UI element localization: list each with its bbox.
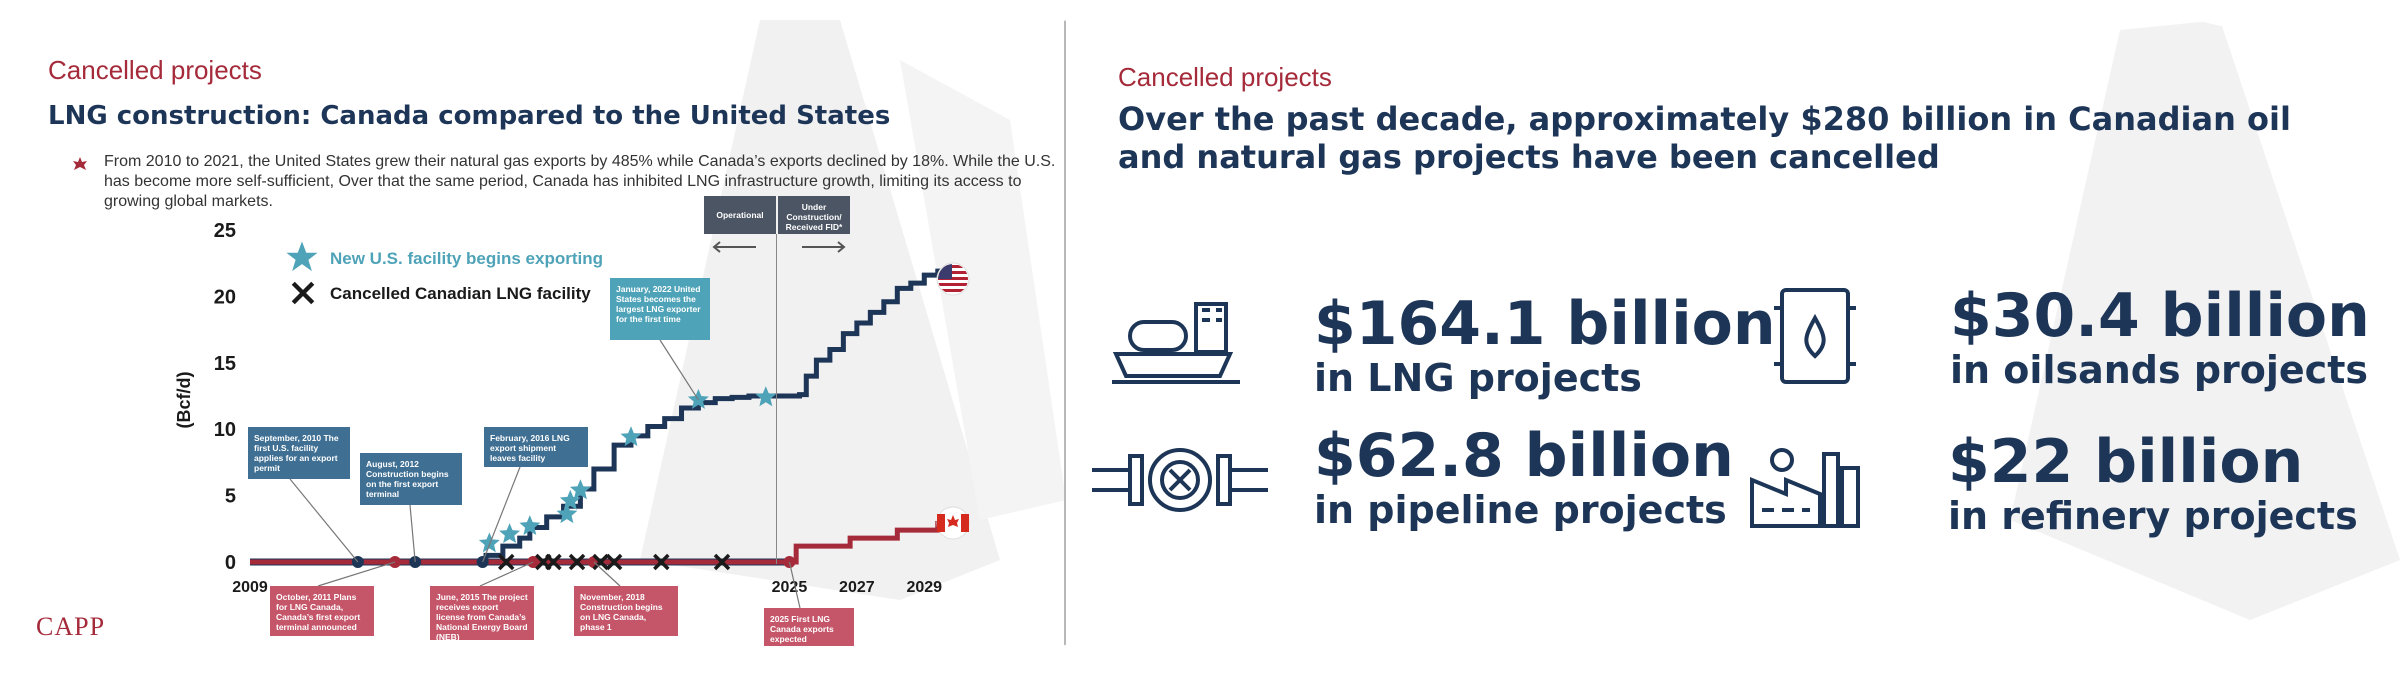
left-title: LNG construction: Canada compared to the… (48, 101, 891, 131)
us-export-line (250, 268, 954, 565)
callout-connector (593, 561, 621, 587)
phase-arrows-icon (712, 241, 846, 253)
construction-phase-box: Under Construction/ Received FID* (778, 196, 850, 234)
lng-ship-icon (1112, 302, 1240, 384)
stat-pipeline-value: $62.8 billion (1314, 421, 1734, 491)
lng-comparison-slide: Cancelled projects LNG construction: Can… (0, 0, 1066, 679)
y-axis-label: (Bcf/d) (174, 372, 194, 429)
oil-barrel-icon (1774, 288, 1856, 384)
phase-divider (776, 234, 777, 564)
right-eyebrow: Cancelled projects (1118, 62, 1332, 92)
operational-phase-box: Operational (704, 196, 776, 234)
callout-connector (659, 339, 699, 401)
y-tick-label: 0 (225, 552, 236, 574)
maple-leaf-bullet-icon (73, 157, 87, 170)
cancelled-facility-x (497, 553, 515, 571)
stat-lng: $164.1 billion in LNG projects (1314, 292, 1776, 400)
cancelled-facility-x (545, 553, 562, 571)
stat-lng-label: in LNG projects (1314, 356, 1642, 400)
y-tick-label: 15 (214, 353, 236, 375)
callout-connector (482, 466, 521, 563)
callout-nov-2018: November, 2018 Construction begins on LN… (574, 586, 678, 636)
us-facility-star (755, 386, 777, 407)
x-tick-label: 2025 (772, 579, 808, 596)
y-tick-label: 25 (214, 220, 236, 242)
x-tick-label: 2009 (232, 579, 268, 596)
stat-refinery-value: $22 billion (1948, 427, 2304, 497)
callout-connector (479, 561, 534, 587)
refinery-icon (1750, 448, 1860, 528)
right-headline-line1: Over the past decade, approximately $280… (1118, 100, 2291, 138)
cancelled-projects-slide: Cancelled projects Over the past decade,… (1070, 0, 2400, 679)
stat-oilsands-label: in oilsands projects (1950, 348, 2368, 392)
us-facility-star (499, 523, 521, 543)
cancelled-facility-x (568, 553, 586, 571)
y-tick-label: 5 (225, 486, 236, 508)
callout-connector (289, 478, 359, 563)
us-facility-star (556, 503, 578, 524)
us-facility-star (620, 426, 642, 447)
x-tick-label: 2027 (839, 579, 875, 596)
callout-2025: 2025 First LNG Canada exports expected (764, 608, 854, 646)
stat-refinery-label: in refinery projects (1948, 494, 2358, 538)
x-tick-label: 2029 (906, 579, 942, 596)
callout-jun-2015: June, 2015 The project receives export l… (430, 586, 534, 642)
stat-oilsands-value: $30.4 billion (1950, 281, 2370, 351)
stat-pipeline: $62.8 billion in pipeline projects (1314, 424, 1734, 532)
stat-oilsands: $30.4 billion in oilsands projects (1950, 284, 2370, 392)
capp-logo: CAPP (36, 612, 106, 641)
canada-flag-icon (936, 506, 970, 540)
callout-jan-2022: January, 2022 United States becomes the … (610, 278, 710, 340)
cancelled-facility-x (605, 553, 623, 571)
y-tick-label: 20 (214, 286, 236, 308)
left-eyebrow: Cancelled projects (48, 55, 262, 85)
callout-connector (788, 561, 801, 609)
us-facility-star (478, 532, 500, 553)
us-facility-star (519, 515, 541, 535)
cancelled-facility-x (713, 553, 731, 571)
pipeline-valve-icon (1092, 448, 1268, 512)
callout-connector (409, 504, 416, 563)
us-flag-icon (936, 262, 970, 296)
us-facility-star (569, 479, 591, 500)
stat-refinery: $22 billion in refinery projects (1948, 430, 2358, 538)
cancelled-facility-x (592, 553, 609, 571)
callout-oct-2011: October, 2011 Plans for LNG Canada, Cana… (270, 586, 374, 636)
right-headline-line2: and natural gas projects have been cance… (1118, 138, 1940, 176)
canada-export-line (250, 520, 952, 565)
legend-x-label: Cancelled Canadian LNG facility (330, 284, 591, 303)
legend-star-icon (286, 241, 318, 272)
legend-x-icon (291, 281, 315, 305)
callout-feb-2016: February, 2016 LNG export shipment leave… (484, 427, 588, 467)
stat-pipeline-label: in pipeline projects (1314, 488, 1727, 532)
legend-star-label: New U.S. facility begins exporting (330, 249, 603, 268)
stat-lng-value: $164.1 billion (1314, 289, 1776, 359)
callout-sep-2010: September, 2010 The first U.S. facility … (248, 427, 350, 479)
callout-connector (317, 561, 396, 587)
us-facility-star (559, 489, 581, 510)
y-tick-label: 10 (214, 419, 236, 441)
callout-aug-2012: August, 2012 Construction begins on the … (360, 453, 462, 505)
cancelled-facility-x (653, 553, 670, 571)
intro-paragraph: From 2010 to 2021, the United States gre… (104, 153, 1056, 210)
